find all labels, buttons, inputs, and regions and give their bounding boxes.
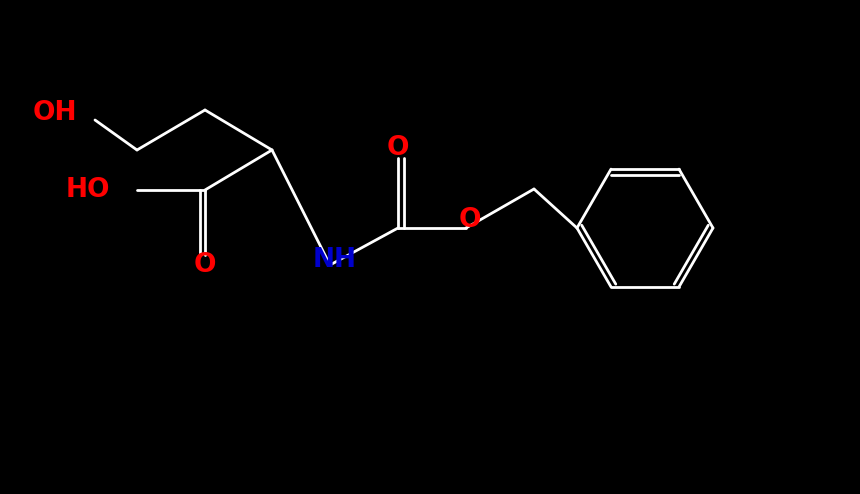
Text: O: O: [387, 135, 409, 161]
Text: HO: HO: [65, 177, 110, 203]
Text: O: O: [458, 207, 482, 233]
Text: NH: NH: [313, 247, 357, 273]
Text: O: O: [194, 252, 216, 278]
Text: OH: OH: [33, 100, 77, 126]
